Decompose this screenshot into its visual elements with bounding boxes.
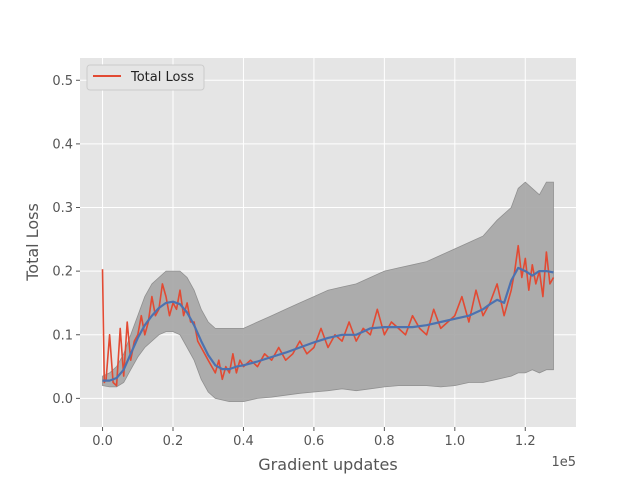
x-tick-label-3: 0.6 (304, 434, 325, 449)
y-tick-label-1: 0.1 (52, 328, 73, 343)
x-tick-label-5: 1.0 (444, 434, 465, 449)
y-axis-ticks: 0.0 0.1 0.2 0.3 0.4 0.5 (52, 74, 80, 407)
x-tick-label-4: 0.8 (374, 434, 395, 449)
x-axis-label: Gradient updates (258, 455, 397, 474)
smoothed-loss-line (102, 266, 554, 382)
y-tick-label-0: 0.0 (52, 392, 73, 407)
x-axis-offset-label: 1e5 (551, 455, 576, 470)
legend-label-total-loss: Total Loss (130, 70, 194, 85)
variance-band (102, 181, 554, 402)
x-tick-label-2: 0.4 (233, 434, 254, 449)
smoothed-loss-series (102, 266, 554, 382)
x-tick-label-0: 0.0 (92, 434, 113, 449)
legend: Total Loss (86, 64, 205, 91)
x-tick-label-6: 1.2 (515, 434, 536, 449)
legend-box (86, 64, 205, 91)
y-tick-label-5: 0.5 (52, 74, 73, 89)
x-axis-ticks: 0.0 0.2 0.4 0.6 0.8 1.0 1.2 (92, 427, 536, 449)
y-axis-label: Total Loss (23, 203, 42, 282)
y-tick-label-4: 0.4 (52, 137, 73, 152)
x-tick-label-1: 0.2 (163, 434, 184, 449)
band-area (102, 181, 554, 402)
y-tick-label-2: 0.2 (52, 265, 73, 280)
y-tick-label-3: 0.3 (52, 201, 73, 216)
